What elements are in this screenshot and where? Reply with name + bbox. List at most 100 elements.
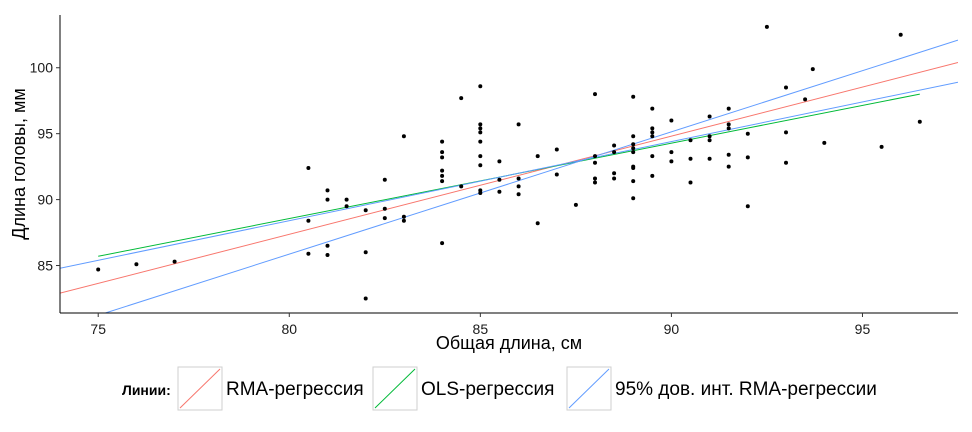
data-point	[688, 156, 693, 161]
data-point	[631, 134, 636, 139]
data-point	[631, 179, 636, 184]
data-point	[440, 168, 445, 173]
data-point	[803, 97, 808, 102]
data-point	[172, 259, 177, 264]
x-axis-title: Общая длина, см	[436, 333, 582, 353]
data-point	[497, 159, 502, 164]
data-point	[745, 204, 750, 209]
data-point	[612, 176, 617, 181]
data-point	[593, 180, 597, 185]
data-point	[784, 85, 788, 90]
data-point	[535, 221, 540, 226]
data-point	[650, 134, 655, 139]
regression-lines	[60, 39, 958, 313]
data-point	[612, 143, 617, 148]
data-point	[459, 96, 464, 101]
regression-line	[60, 62, 958, 294]
data-point	[478, 139, 483, 144]
data-point	[363, 296, 368, 301]
data-point	[688, 138, 693, 143]
data-point	[573, 202, 578, 207]
data-point	[784, 160, 788, 165]
data-point	[497, 189, 502, 194]
data-point	[554, 172, 559, 177]
data-point	[810, 67, 815, 72]
data-point	[631, 196, 636, 201]
data-point	[764, 24, 769, 29]
data-point	[745, 155, 750, 160]
data-point	[822, 140, 827, 145]
data-point	[669, 118, 674, 123]
axes	[59, 15, 958, 314]
data-point	[478, 122, 483, 127]
data-point	[784, 130, 788, 135]
data-point	[726, 164, 731, 169]
data-point	[478, 84, 483, 89]
data-point	[898, 32, 903, 37]
legend-label: 95% дов. инт. RMA-регрессии	[615, 379, 877, 400]
data-point	[631, 94, 636, 99]
x-ticks: 75 80 85 90 95	[90, 313, 870, 337]
data-point	[497, 177, 502, 182]
data-point	[401, 134, 406, 139]
data-point	[478, 163, 483, 168]
data-point	[382, 216, 387, 221]
data-point	[726, 106, 731, 111]
data-point	[726, 152, 731, 157]
data-point	[306, 166, 311, 170]
legend-key-line	[374, 368, 416, 409]
data-point	[650, 173, 655, 178]
data-point	[726, 122, 731, 127]
data-point	[478, 126, 483, 131]
data-point	[612, 150, 617, 155]
data-point	[440, 173, 445, 178]
data-point	[478, 191, 483, 195]
data-point	[440, 150, 445, 155]
data-point	[707, 134, 712, 139]
legend-key-line	[568, 368, 610, 409]
data-point	[688, 180, 693, 185]
data-point	[631, 150, 636, 155]
data-point	[134, 262, 139, 267]
data-point	[325, 253, 330, 257]
data-point	[879, 144, 884, 149]
data-point	[707, 138, 712, 143]
data-point	[306, 218, 311, 223]
data-point	[363, 208, 368, 213]
y-tick-label: 100	[30, 60, 54, 76]
data-point	[325, 197, 330, 202]
x-tick-label: 85	[473, 321, 489, 337]
data-points	[96, 24, 922, 301]
data-point	[707, 156, 712, 161]
y-tick-label: 95	[37, 126, 53, 142]
data-point	[363, 250, 368, 255]
y-tick-label: 85	[37, 258, 53, 274]
data-point	[96, 267, 101, 272]
data-point	[669, 159, 674, 164]
legend-label: OLS-регрессия	[421, 379, 554, 400]
data-point	[650, 126, 655, 131]
data-point	[516, 176, 521, 181]
data-point	[707, 114, 712, 119]
data-point	[401, 214, 406, 219]
regression-line	[103, 39, 958, 313]
data-point	[325, 243, 330, 248]
x-tick-label: 80	[281, 321, 297, 337]
data-point	[917, 119, 922, 124]
data-point	[669, 150, 674, 155]
y-axis-title: Длина головы, мм	[9, 88, 29, 239]
y-tick-label: 90	[37, 192, 53, 208]
data-point	[554, 147, 559, 152]
data-point	[440, 139, 445, 144]
data-point	[440, 241, 445, 246]
data-point	[631, 146, 636, 151]
data-point	[382, 177, 387, 182]
data-point	[650, 130, 655, 135]
data-point	[516, 192, 521, 197]
data-point	[650, 106, 655, 111]
legend-key-line	[179, 368, 221, 409]
data-point	[440, 155, 445, 160]
data-point	[612, 171, 617, 176]
legend-label: RMA-регрессия	[226, 379, 364, 400]
